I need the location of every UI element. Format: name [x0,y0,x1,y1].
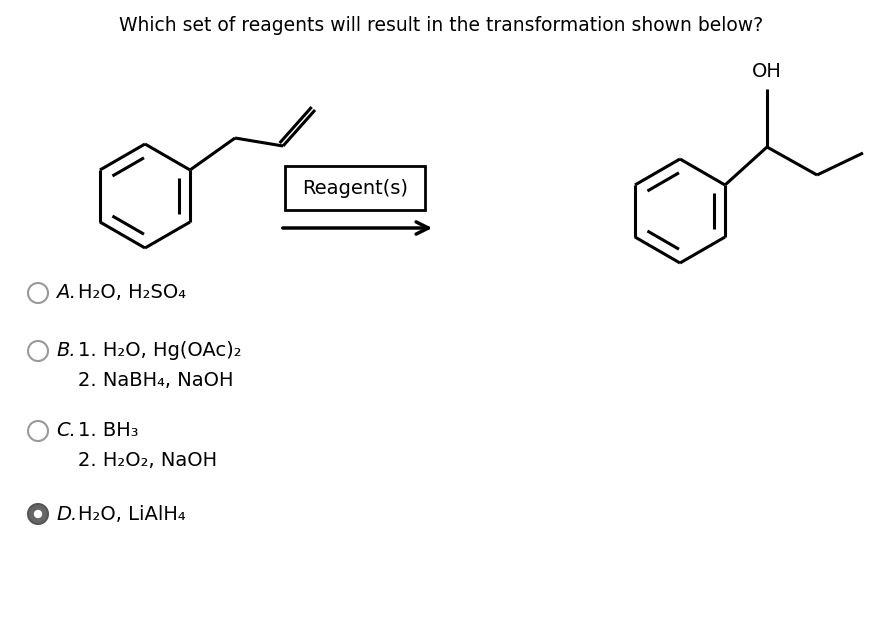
Circle shape [28,283,48,303]
Text: Reagent(s): Reagent(s) [302,178,408,197]
Circle shape [28,504,48,524]
Text: 1. H₂O, Hg(OAc)₂: 1. H₂O, Hg(OAc)₂ [78,342,242,361]
Circle shape [34,510,42,518]
Circle shape [28,421,48,441]
Text: H₂O, H₂SO₄: H₂O, H₂SO₄ [78,284,186,302]
Text: A.: A. [56,284,76,302]
Circle shape [28,341,48,361]
Text: 2. NaBH₄, NaOH: 2. NaBH₄, NaOH [78,371,234,391]
Text: H₂O, LiAlH₄: H₂O, LiAlH₄ [78,505,185,523]
Text: OH: OH [752,62,782,81]
Text: B.: B. [56,342,76,361]
Text: D.: D. [56,505,78,523]
Text: 2. H₂O₂, NaOH: 2. H₂O₂, NaOH [78,451,217,471]
Text: 1. BH₃: 1. BH₃ [78,421,138,441]
Text: C.: C. [56,421,76,441]
Bar [285,166,425,210]
Text: Which set of reagents will result in the transformation shown below?: Which set of reagents will result in the… [119,16,763,35]
